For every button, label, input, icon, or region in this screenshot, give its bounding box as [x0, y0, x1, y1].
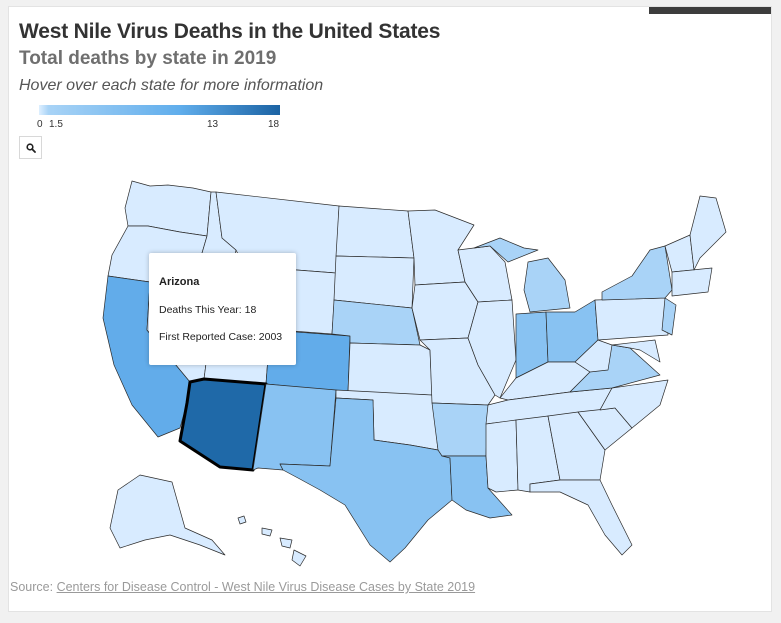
- page-subtitle: Total deaths by state in 2019: [19, 48, 277, 69]
- source-footer: Source: Centers for Disease Control - We…: [10, 580, 475, 594]
- page-title: West Nile Virus Deaths in the United Sta…: [19, 20, 441, 43]
- state-pennsylvania[interactable]: [594, 297, 669, 341]
- legend-tick-18: 18: [268, 119, 280, 130]
- state-hawaii[interactable]: [237, 515, 307, 567]
- state-south-dakota[interactable]: [333, 255, 415, 309]
- state-georgia[interactable]: [547, 411, 606, 481]
- legend-tick-0: 0: [37, 119, 43, 130]
- state-mississippi[interactable]: [485, 419, 519, 493]
- state-north-dakota[interactable]: [335, 205, 415, 259]
- state-michigan[interactable]: [523, 257, 571, 313]
- state-arizona[interactable]: [178, 377, 268, 472]
- state-kansas[interactable]: [347, 342, 433, 396]
- state-west-virginia[interactable]: [574, 339, 613, 373]
- search-icon: [25, 142, 36, 153]
- color-legend: 0 1.5 13 18: [37, 105, 280, 135]
- tooltip-state-name: Arizona: [159, 276, 200, 288]
- source-link[interactable]: Centers for Disease Control - West Nile …: [56, 580, 476, 594]
- state-maine[interactable]: [689, 195, 727, 271]
- top-bar: [649, 7, 771, 14]
- state-alaska[interactable]: [109, 474, 226, 556]
- state-maryland[interactable]: [611, 339, 661, 363]
- source-label: Source:: [10, 580, 54, 594]
- legend-gradient-bar: [39, 105, 280, 115]
- legend-tick-1-5: 1.5: [49, 119, 63, 130]
- state-texas[interactable]: [279, 397, 453, 563]
- state-vermont-new-hampshire[interactable]: [664, 234, 695, 273]
- state-iowa[interactable]: [411, 281, 479, 341]
- hover-hint: Hover over each state for more informati…: [19, 77, 324, 94]
- state-tooltip: Arizona Deaths This Year: 18 First Repor…: [149, 253, 296, 365]
- tooltip-deaths: Deaths This Year: 18: [159, 304, 257, 316]
- state-new-york[interactable]: [601, 245, 673, 301]
- state-massachusetts-connecticut[interactable]: [671, 267, 713, 297]
- state-new-mexico[interactable]: [252, 383, 337, 471]
- state-arkansas[interactable]: [431, 402, 489, 457]
- state-michigan-upper[interactable]: [473, 237, 539, 263]
- tooltip-first-case: First Reported Case: 2003: [159, 331, 283, 343]
- legend-tick-13: 13: [207, 119, 219, 130]
- zoom-search-button[interactable]: [19, 136, 42, 159]
- state-illinois[interactable]: [467, 299, 517, 399]
- state-florida[interactable]: [529, 479, 633, 556]
- state-new-jersey[interactable]: [661, 297, 677, 336]
